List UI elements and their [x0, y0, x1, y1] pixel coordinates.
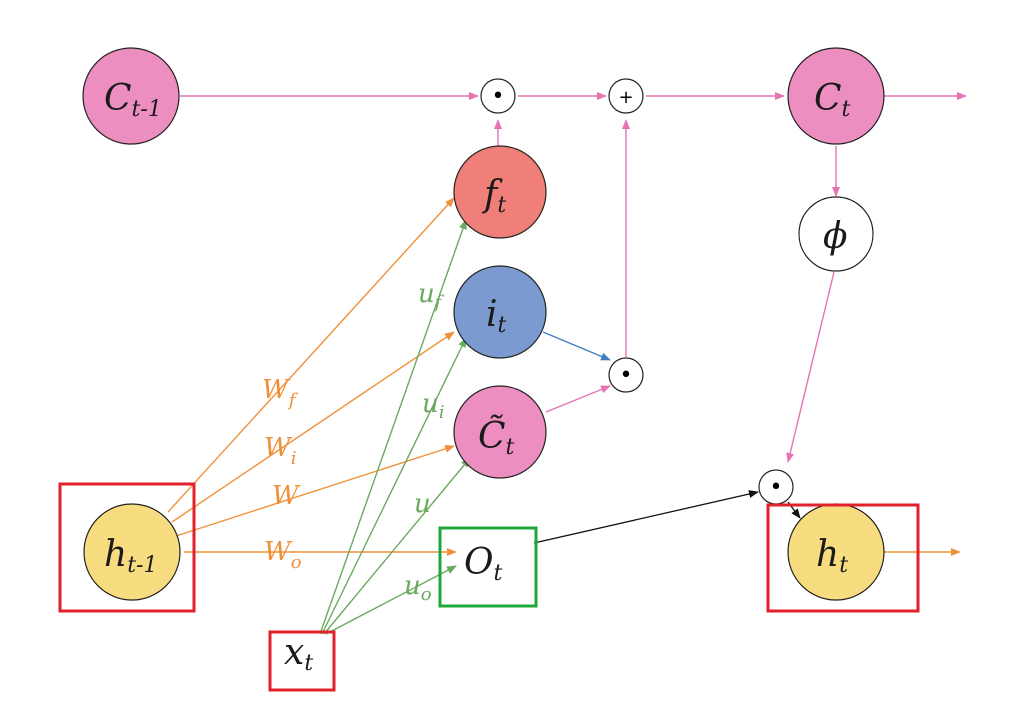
- svg-text:ht: ht: [816, 534, 848, 578]
- node-h-prev: ht-1: [83, 503, 181, 601]
- output-lines: [533, 490, 801, 544]
- edge-ot-to-dot3: [533, 490, 759, 544]
- svg-text:+: +: [618, 87, 633, 108]
- label-w-f: Wf: [262, 375, 299, 411]
- edge-hprev-to-it: [171, 331, 455, 523]
- node-i-t: it: [453, 265, 547, 359]
- highlight-box-h-t: [766, 503, 920, 613]
- op-mult-output: •: [758, 469, 794, 505]
- edge-xt-to-ctilde: [323, 457, 471, 635]
- cell-state-lines: [180, 92, 967, 463]
- label-w-i: Wi: [264, 433, 297, 469]
- op-mult-input: •: [608, 357, 644, 393]
- svg-text:C̃t: C̃t: [478, 415, 515, 460]
- highlight-box-x-t: [268, 630, 336, 692]
- node-c-prev: Ct-1: [82, 47, 180, 145]
- label-u: u: [414, 489, 431, 519]
- edge-xt-to-it: [321, 337, 467, 635]
- svg-text:Ot: Ot: [464, 542, 503, 586]
- edge-xt-to-ot: [325, 565, 457, 635]
- svg-text:Ct-1: Ct-1: [104, 78, 162, 122]
- svg-text:ht-1: ht-1: [104, 534, 157, 578]
- label-w-o: Wo: [264, 537, 302, 573]
- svg-text:it: it: [486, 294, 507, 338]
- label-u-f: uf: [418, 279, 445, 313]
- edge-xt-to-ft: [319, 219, 467, 635]
- edge-ctilde-to-dot2: [545, 385, 611, 413]
- edge-phi-to-dot3: [786, 271, 835, 463]
- svg-text:ϕ: ϕ: [823, 216, 848, 257]
- w-lines: [167, 197, 961, 556]
- node-h-t: ht: [787, 503, 885, 601]
- highlight-box-h-prev: [58, 482, 196, 613]
- node-phi: ϕ: [798, 196, 874, 272]
- label-w: W: [272, 481, 301, 511]
- svg-text:•: •: [770, 475, 783, 500]
- node-x-t: xt: [284, 632, 313, 676]
- svg-text:•: •: [492, 84, 505, 109]
- svg-text:Ct: Ct: [814, 78, 851, 122]
- node-f-t: ft: [453, 145, 547, 239]
- svg-text:•: •: [620, 363, 633, 388]
- op-mult-forget: •: [480, 78, 516, 114]
- highlight-box-o-t: [438, 526, 538, 608]
- edge-it-to-dot2: [542, 331, 611, 361]
- label-u-o: uo: [404, 571, 432, 605]
- node-o-t: Ot: [464, 542, 503, 586]
- u-lines: [319, 219, 471, 635]
- edge-hprev-to-ctilde: [175, 444, 455, 537]
- label-u-i: ui: [422, 389, 445, 423]
- node-c-tilde: C̃t: [453, 385, 547, 479]
- node-c-t: Ct: [787, 47, 885, 145]
- edge-hprev-to-ft: [167, 197, 455, 513]
- svg-text:xt: xt: [284, 632, 313, 676]
- op-plus: +: [608, 78, 644, 114]
